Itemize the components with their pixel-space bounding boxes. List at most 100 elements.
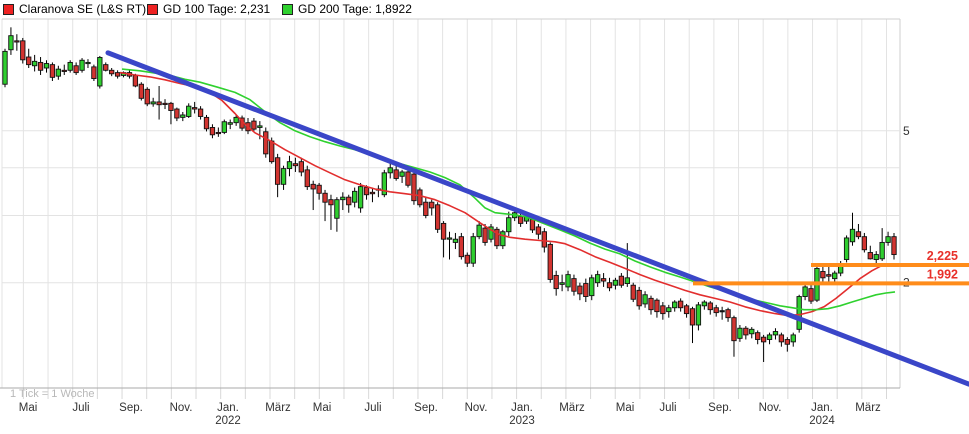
candle-up [873, 254, 879, 260]
x-tick-label: Mai [19, 402, 38, 414]
candle-down [26, 56, 32, 66]
gd100-marker-icon [147, 3, 158, 15]
candle-down [577, 285, 583, 295]
x-tick-label: Nov. [465, 402, 488, 414]
candle-down [369, 191, 376, 195]
candle-down [132, 74, 139, 87]
candle-down [393, 169, 399, 179]
candle-up [796, 296, 802, 330]
candle-down [494, 228, 500, 247]
candle-down [725, 309, 731, 319]
legend-instrument-label: Claranova SE (L&S RT) [19, 2, 147, 16]
candle-down [168, 102, 174, 111]
candle-down [405, 171, 411, 186]
candle-down [156, 101, 162, 106]
candle-up [31, 60, 38, 67]
candle-down [660, 305, 666, 315]
x-tick-label: Juli [364, 402, 381, 414]
candle-up [849, 228, 856, 243]
candle-down [215, 131, 222, 135]
gd200-marker-icon [282, 3, 293, 15]
candle-up [642, 294, 648, 305]
candle-down [138, 83, 144, 99]
legend-gd200-label: GD 200 Tage: 1,8922 [298, 2, 412, 16]
candle-up [666, 307, 672, 313]
candle-down [304, 169, 310, 188]
x-tick-label: März [855, 402, 881, 414]
x-tick-label: Jan. [511, 402, 533, 414]
candle-up [55, 68, 61, 77]
candle-down [654, 299, 660, 313]
candle-down [707, 302, 713, 311]
candle-up [257, 125, 263, 128]
candle-down [440, 222, 447, 240]
candle-down [677, 300, 684, 309]
candle-up [280, 168, 287, 185]
candle-down [411, 173, 417, 202]
candle-up [352, 190, 358, 203]
candle-up [387, 167, 393, 174]
candle-down [535, 226, 542, 235]
candle-down [820, 271, 826, 279]
candle-down [114, 72, 121, 77]
candle-up [701, 301, 707, 307]
candle-down [861, 236, 868, 251]
candle-up [8, 35, 14, 51]
candle-up [233, 116, 239, 124]
candle-down [109, 69, 115, 75]
candle-down [583, 283, 589, 297]
candle-up [612, 279, 619, 286]
candle-down [719, 310, 725, 313]
candle-down [103, 64, 109, 71]
candle-up [180, 114, 186, 118]
candle-up [749, 328, 755, 335]
candle-down [73, 65, 79, 74]
candle-down [20, 40, 26, 61]
candle-up [186, 105, 192, 117]
downtrend-line [105, 50, 969, 387]
candle-up [79, 59, 85, 71]
candle-down [310, 183, 316, 190]
candle-up [843, 237, 850, 260]
candle-down [322, 192, 328, 203]
candle-down [429, 201, 435, 209]
candle-down [867, 252, 873, 260]
x-tick-label: Nov. [759, 402, 782, 414]
candle-up [832, 272, 838, 280]
candle-down [891, 236, 897, 256]
chart-legend: Claranova SE (L&S RT) GD 100 Tage: 2,231… [0, 0, 969, 18]
x-tick-year-label: 2024 [809, 415, 835, 427]
candle-up [589, 277, 595, 297]
candle-down [417, 189, 423, 206]
candle-down [826, 274, 832, 277]
candle-down [37, 61, 44, 71]
candle-down [192, 107, 198, 110]
candle-down [600, 278, 607, 282]
candle-down [346, 196, 352, 206]
candle-down [784, 339, 790, 345]
candle-up [67, 61, 73, 71]
x-tick-label: März [559, 402, 585, 414]
candle-down [553, 274, 559, 290]
candle-up [772, 331, 779, 336]
candle-down [298, 161, 304, 173]
candle-down [743, 327, 749, 336]
candle-down [251, 120, 257, 130]
x-tick-label: Jan. [811, 402, 833, 414]
candle-down [162, 102, 168, 105]
candle-down [292, 163, 299, 167]
candle-down [458, 236, 465, 258]
candle-down [91, 66, 97, 80]
x-tick-label: Mai [313, 402, 332, 414]
candle-up [790, 334, 796, 343]
candle-down [755, 332, 761, 340]
candle-up [452, 238, 459, 243]
candle-up [446, 237, 453, 240]
price-line-label: 2,225 [927, 249, 958, 263]
candle-down [203, 116, 210, 130]
candle-down [209, 127, 216, 136]
candle-down [269, 140, 275, 163]
x-tick-label: März [265, 402, 291, 414]
legend-item-gd200: GD 200 Tage: 1,8922 [282, 2, 412, 16]
